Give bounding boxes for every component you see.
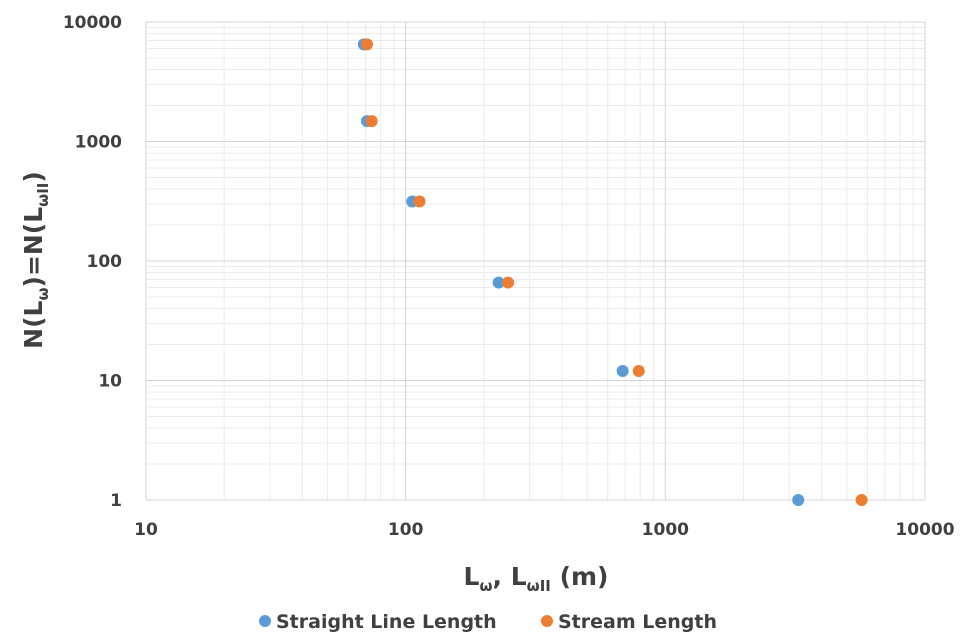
x-axis-tick-labels: 10 100 1000 10000 — [134, 520, 955, 540]
major-gridlines — [145, 21, 926, 501]
legend-marker-stream-length — [541, 615, 553, 627]
y-tick-label: 10000 — [63, 13, 122, 33]
legend-label-stream-length: Stream Length — [558, 611, 717, 633]
x-tick-label: 10 — [134, 520, 158, 540]
point-stream-length — [413, 195, 426, 208]
point-stream-length — [632, 365, 645, 378]
legend-marker-straight-line-length — [259, 615, 271, 627]
point-stream-length — [361, 38, 374, 51]
y-tick-label: 100 — [87, 252, 123, 272]
y-tick-label: 1 — [110, 491, 122, 511]
point-straight-line-length — [792, 494, 805, 506]
point-stream-length — [502, 276, 515, 289]
x-tick-label: 100 — [388, 520, 424, 540]
y-axis-tick-labels: 1 10 100 1000 10000 — [63, 13, 122, 511]
y-axis-title: N(Lω)=N(LωII) — [19, 171, 52, 349]
x-tick-label: 1000 — [642, 520, 689, 540]
point-straight-line-length — [492, 276, 505, 289]
x-tick-label: 10000 — [895, 520, 954, 540]
legend: Straight Line Length Stream Length — [259, 611, 717, 633]
data-points — [357, 38, 868, 506]
point-straight-line-length — [616, 365, 629, 378]
y-tick-label: 1000 — [75, 133, 122, 153]
legend-label-straight-line-length: Straight Line Length — [276, 611, 497, 633]
point-stream-length — [855, 494, 868, 506]
x-axis-title: Lω, LωII (m) — [464, 562, 609, 595]
point-stream-length — [365, 115, 378, 128]
y-tick-label: 10 — [98, 372, 122, 392]
